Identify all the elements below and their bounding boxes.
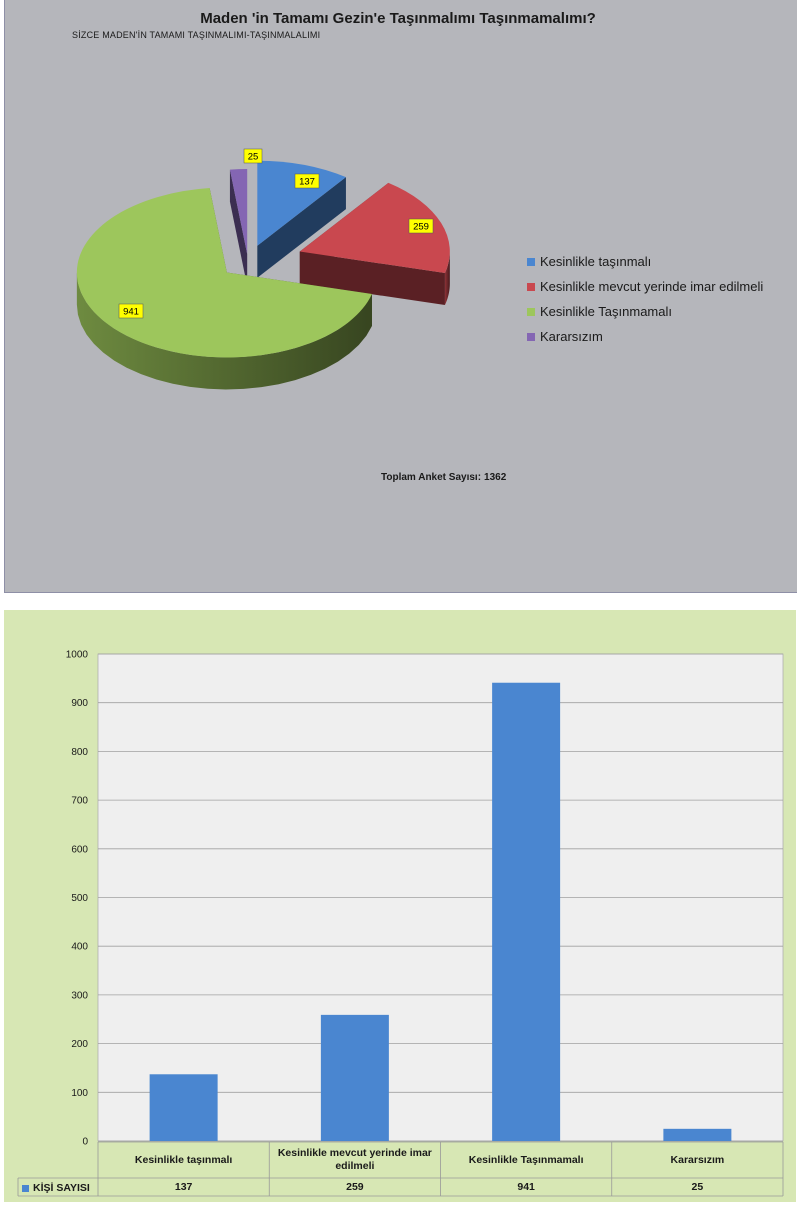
legend-item: Kesinlikle Taşınmamalı — [527, 299, 763, 324]
table-value: 137 — [174, 1180, 193, 1193]
slice-kesinlikle-tasinmali — [257, 160, 346, 278]
legend-label: Kesinlikle taşınmalı — [540, 254, 652, 269]
pie-data-label: 137 — [294, 173, 320, 189]
y-tick-label: 400 — [71, 942, 88, 953]
y-tick-label: 1000 — [66, 650, 89, 661]
category-label: Kararsızım — [670, 1153, 725, 1166]
survey-total-label: Toplam Anket Sayısı: — [381, 472, 482, 483]
bar — [492, 682, 561, 1141]
legend-item: Kararsızım — [527, 324, 763, 349]
legend-swatch — [527, 307, 535, 316]
y-tick-label: 200 — [71, 1039, 88, 1050]
survey-total-value: 1362 — [484, 472, 507, 483]
table-series-swatch — [22, 1184, 29, 1192]
slice-kesinlikle-tasinmamali — [76, 188, 372, 390]
pie-data-label: 259 — [408, 218, 434, 234]
svg-text:25: 25 — [248, 152, 259, 163]
slice-kararsizim — [229, 169, 248, 287]
y-tick-label: 900 — [71, 698, 88, 709]
y-tick-label: 700 — [71, 796, 88, 807]
legend-label: Kesinlikle Taşınmamalı — [540, 304, 672, 319]
pie-data-label: 25 — [243, 148, 263, 164]
table-series-label: KİŞİ SAYISI — [33, 1182, 90, 1194]
table-series-key: KİŞİ SAYISI — [22, 1180, 90, 1196]
pie-data-label: 941 — [118, 303, 144, 319]
y-tick-label: 300 — [71, 990, 88, 1001]
bar — [149, 1074, 218, 1141]
table-value: 259 — [346, 1180, 364, 1193]
legend-item: Kesinlikle mevcut yerinde imar edilmeli — [527, 274, 763, 299]
bar-chart-title: Maden 'in Tamamı Gezin'e Taşınmalımı Taş… — [200, 10, 596, 27]
bar — [663, 1128, 732, 1141]
svg-text:259: 259 — [413, 222, 429, 233]
table-value: 941 — [517, 1180, 535, 1193]
legend-label: Kesinlikle mevcut yerinde imar edilmeli — [540, 279, 764, 294]
category-label: Kesinlikle taşınmalı — [134, 1153, 233, 1166]
y-tick-label: 100 — [71, 1088, 88, 1099]
slice-mevcut-yerinde-imar — [299, 182, 450, 306]
legend-swatch — [527, 257, 535, 266]
y-tick-label: 800 — [71, 747, 88, 758]
legend-label: Kararsızım — [540, 329, 603, 344]
y-tick-label: 0 — [82, 1137, 88, 1148]
category-label: Kesinlikle mevcut yerinde imar edilmeli — [277, 1147, 432, 1172]
pie-chart: 137 259 941 25 — [76, 148, 450, 390]
pie-chart-title: SİZCE MADEN'İN TAMAMI TAŞINMALIMI-TAŞINM… — [72, 30, 321, 40]
legend-swatch — [527, 332, 535, 341]
legend-swatch — [527, 282, 535, 291]
y-tick-label: 600 — [71, 844, 88, 855]
bar — [320, 1014, 389, 1141]
svg-text:137: 137 — [299, 177, 315, 188]
y-tick-label: 500 — [71, 893, 88, 904]
svg-text:941: 941 — [123, 307, 139, 318]
table-value: 25 — [691, 1180, 704, 1193]
category-label: Kesinlikle Taşınmamalı — [468, 1153, 584, 1166]
legend-item: Kesinlikle taşınmalı — [527, 249, 763, 274]
pie-legend: Kesinlikle taşınmalı Kesinlikle mevcut ye… — [527, 249, 763, 349]
survey-total: Toplam Anket Sayısı: 1362 — [381, 472, 506, 483]
